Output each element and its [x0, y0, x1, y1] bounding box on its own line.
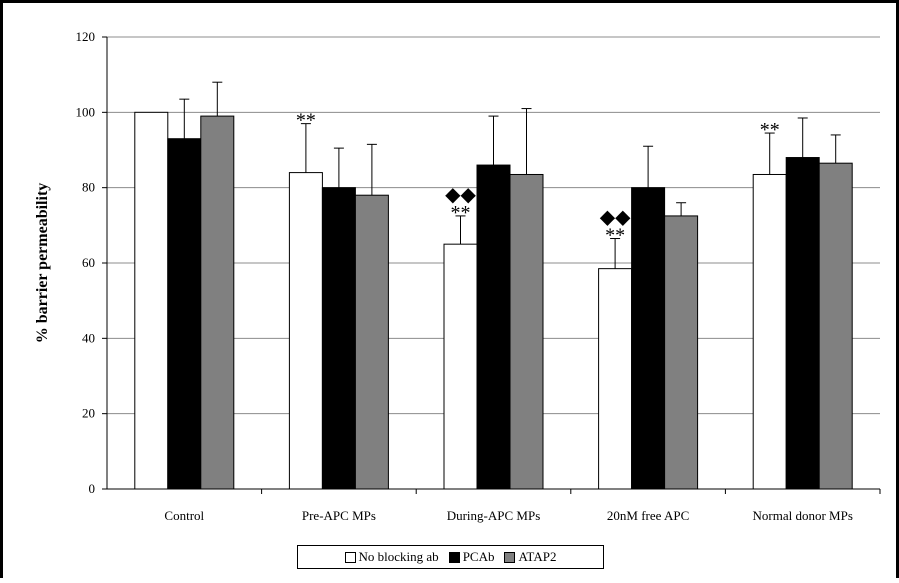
bar [321, 187, 356, 490]
significance-marker: ◆◆ [600, 207, 631, 229]
legend-item-pcab: PCAb [448, 549, 495, 565]
bar [631, 187, 666, 490]
y-tick-label: 0 [89, 481, 96, 496]
bar [752, 173, 787, 490]
y-tick-label: 80 [82, 180, 95, 195]
bar [288, 172, 323, 490]
bar [134, 111, 169, 490]
y-tick-label: 120 [76, 29, 96, 44]
significance-marker: ** [296, 110, 316, 132]
bar [509, 173, 544, 490]
y-tick-label: 100 [76, 104, 96, 119]
bar [443, 243, 478, 490]
bar [664, 215, 699, 490]
bar [598, 268, 633, 490]
x-tick-label: Normal donor MPs [753, 508, 853, 523]
bar [200, 115, 235, 490]
y-tick-label: 20 [82, 406, 95, 421]
x-tick-label: During-APC MPs [447, 508, 541, 523]
legend-label: ATAP2 [518, 549, 557, 564]
x-tick-label: Pre-APC MPs [302, 508, 376, 523]
bar [818, 162, 853, 490]
legend-label: No blocking ab [358, 549, 439, 564]
bar [785, 157, 820, 490]
significance-marker: ** [760, 119, 780, 141]
y-axis-label: % barrier permeability [34, 183, 51, 344]
legend-swatch-gray [504, 551, 516, 563]
bar [167, 138, 202, 490]
x-tick-label: Control [164, 508, 204, 523]
bar-chart: 0 20 40 60 80 100 120 % barrier permeability Con… [34, 29, 881, 523]
legend-item-atap2: ATAP2 [504, 549, 556, 565]
legend: No blocking ab PCAb ATAP2 [297, 545, 604, 569]
significance-marker: ◆◆ [445, 184, 476, 206]
legend-swatch-white [344, 551, 356, 563]
significance-marker: ** [451, 202, 471, 224]
bar [476, 164, 511, 490]
significance-marker: ** [605, 225, 625, 247]
legend-label: PCAb [462, 549, 495, 564]
legend-swatch-black [448, 551, 460, 563]
y-tick-label: 60 [82, 255, 95, 270]
legend-item-no-blocking-ab: No blocking ab [344, 549, 439, 565]
x-tick-label: 20nM free APC [607, 508, 689, 523]
y-tick-label: 40 [82, 330, 95, 345]
bar [354, 194, 389, 490]
